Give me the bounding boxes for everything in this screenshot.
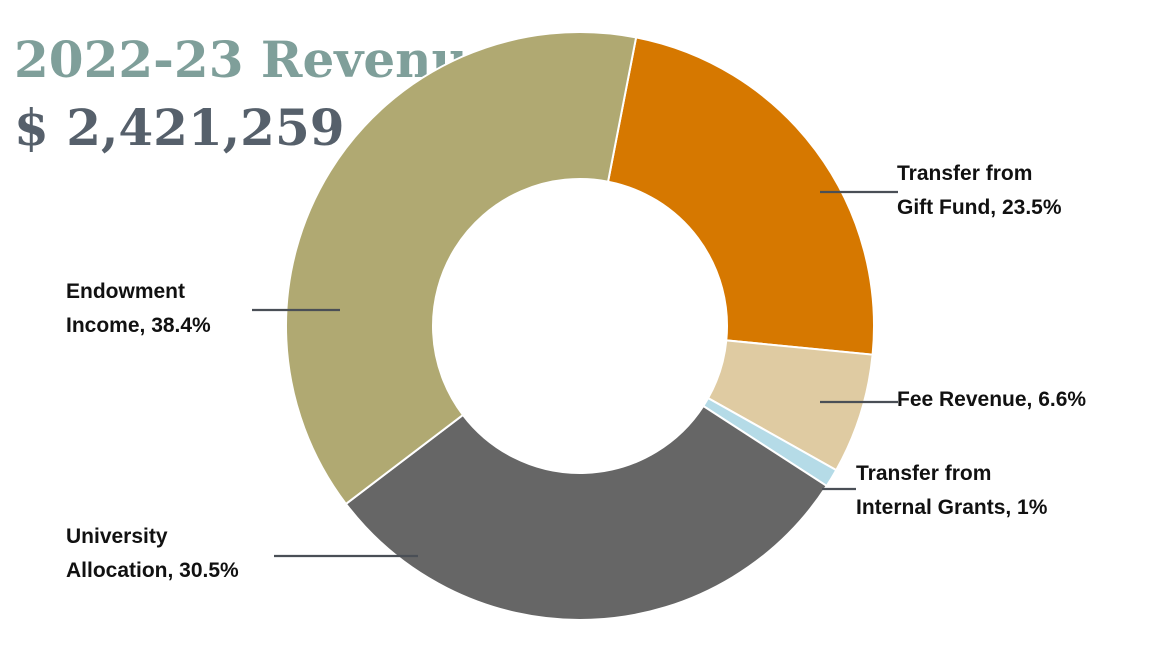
slice-label-line: Gift Fund, 23.5% <box>897 196 1062 219</box>
slice-label-line: Transfer from <box>897 162 1032 185</box>
donut-slice-1 <box>606 36 876 356</box>
leader-lines <box>252 190 898 558</box>
donut-slice-4 <box>344 404 829 621</box>
slice-label-line: Income, 38.4% <box>66 314 211 337</box>
slice-label-line: Fee Revenue, 6.6% <box>897 388 1086 411</box>
slice-label-3: Transfer from Internal Grants, 1% <box>856 462 1048 519</box>
slice-label-4: University Allocation, 30.5% <box>66 525 239 582</box>
slice-label-line: Allocation, 30.5% <box>66 559 239 582</box>
slice-label-line: Internal Grants, 1% <box>856 496 1048 519</box>
slice-label-line: Endowment <box>66 280 185 303</box>
chart-subtitle: $ 2,421,259 <box>14 98 345 157</box>
slice-label-1: Transfer from Gift Fund, 23.5% <box>897 162 1062 219</box>
donut-slice-5 <box>285 30 638 506</box>
slice-label-2: Fee Revenue, 6.6% <box>897 388 1086 411</box>
slice-labels: Transfer from Gift Fund, 23.5% Fee Revenue… <box>66 162 1086 582</box>
donut-slices <box>285 30 876 621</box>
slice-label-5: Endowment Income, 38.4% <box>66 280 211 337</box>
slice-label-line: University <box>66 525 168 548</box>
slice-label-line: Transfer from <box>856 462 991 485</box>
